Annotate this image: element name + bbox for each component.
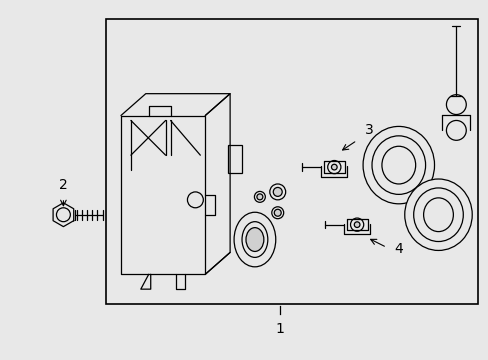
Ellipse shape [269,184,285,200]
Bar [228,145,242,173]
Text: 4: 4 [394,242,402,256]
Bar [106,19,477,304]
Text: 2: 2 [59,178,68,192]
Circle shape [56,208,70,222]
Ellipse shape [381,146,415,184]
Circle shape [446,95,466,114]
Ellipse shape [371,136,425,194]
Text: 3: 3 [364,123,373,138]
Ellipse shape [423,198,452,231]
Circle shape [187,192,203,208]
Ellipse shape [256,194,263,200]
Ellipse shape [362,126,434,204]
Circle shape [354,222,359,228]
Ellipse shape [273,188,282,196]
Ellipse shape [271,207,283,219]
Ellipse shape [274,209,281,216]
Circle shape [327,161,340,174]
Ellipse shape [413,188,462,242]
Ellipse shape [404,179,471,251]
Ellipse shape [254,192,265,202]
Text: 1: 1 [275,322,284,336]
Ellipse shape [234,212,275,267]
Ellipse shape [242,222,267,257]
Circle shape [331,164,336,170]
Circle shape [446,121,466,140]
Ellipse shape [245,228,264,251]
Circle shape [350,218,363,231]
